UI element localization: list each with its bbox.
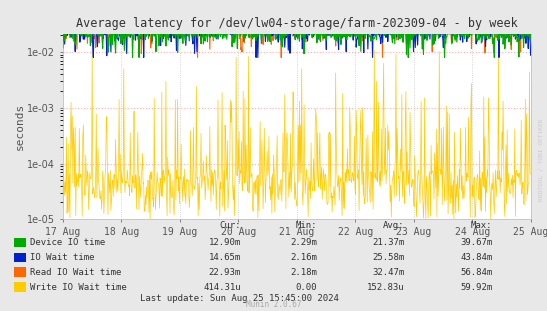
- Text: 59.92m: 59.92m: [460, 283, 492, 291]
- Text: 152.83u: 152.83u: [367, 283, 405, 291]
- Text: 43.84m: 43.84m: [460, 253, 492, 262]
- Text: 22.93m: 22.93m: [208, 268, 241, 276]
- Text: Max:: Max:: [471, 220, 492, 230]
- Text: Last update: Sun Aug 25 15:45:00 2024: Last update: Sun Aug 25 15:45:00 2024: [140, 294, 339, 303]
- Text: 21.37m: 21.37m: [373, 238, 405, 247]
- Text: 14.65m: 14.65m: [208, 253, 241, 262]
- Text: Read IO Wait time: Read IO Wait time: [30, 268, 121, 276]
- Text: 2.18m: 2.18m: [290, 268, 317, 276]
- Text: Munin 2.0.67: Munin 2.0.67: [246, 299, 301, 309]
- Text: 2.29m: 2.29m: [290, 238, 317, 247]
- Text: Cur:: Cur:: [219, 220, 241, 230]
- Text: Write IO Wait time: Write IO Wait time: [30, 283, 127, 291]
- Text: RRDTOOL / TOBI OETIKER: RRDTOOL / TOBI OETIKER: [538, 118, 543, 201]
- Text: 414.31u: 414.31u: [203, 283, 241, 291]
- Text: 32.47m: 32.47m: [373, 268, 405, 276]
- Text: 0.00: 0.00: [296, 283, 317, 291]
- Text: Min:: Min:: [296, 220, 317, 230]
- Text: 2.16m: 2.16m: [290, 253, 317, 262]
- Text: 56.84m: 56.84m: [460, 268, 492, 276]
- Text: 39.67m: 39.67m: [460, 238, 492, 247]
- Text: 12.90m: 12.90m: [208, 238, 241, 247]
- Title: Average latency for /dev/lw04-storage/farm-202309-04 - by week: Average latency for /dev/lw04-storage/fa…: [76, 17, 517, 30]
- Text: Avg:: Avg:: [383, 220, 405, 230]
- Y-axis label: seconds: seconds: [14, 103, 25, 150]
- Text: Device IO time: Device IO time: [30, 238, 106, 247]
- Text: 25.58m: 25.58m: [373, 253, 405, 262]
- Text: IO Wait time: IO Wait time: [30, 253, 95, 262]
